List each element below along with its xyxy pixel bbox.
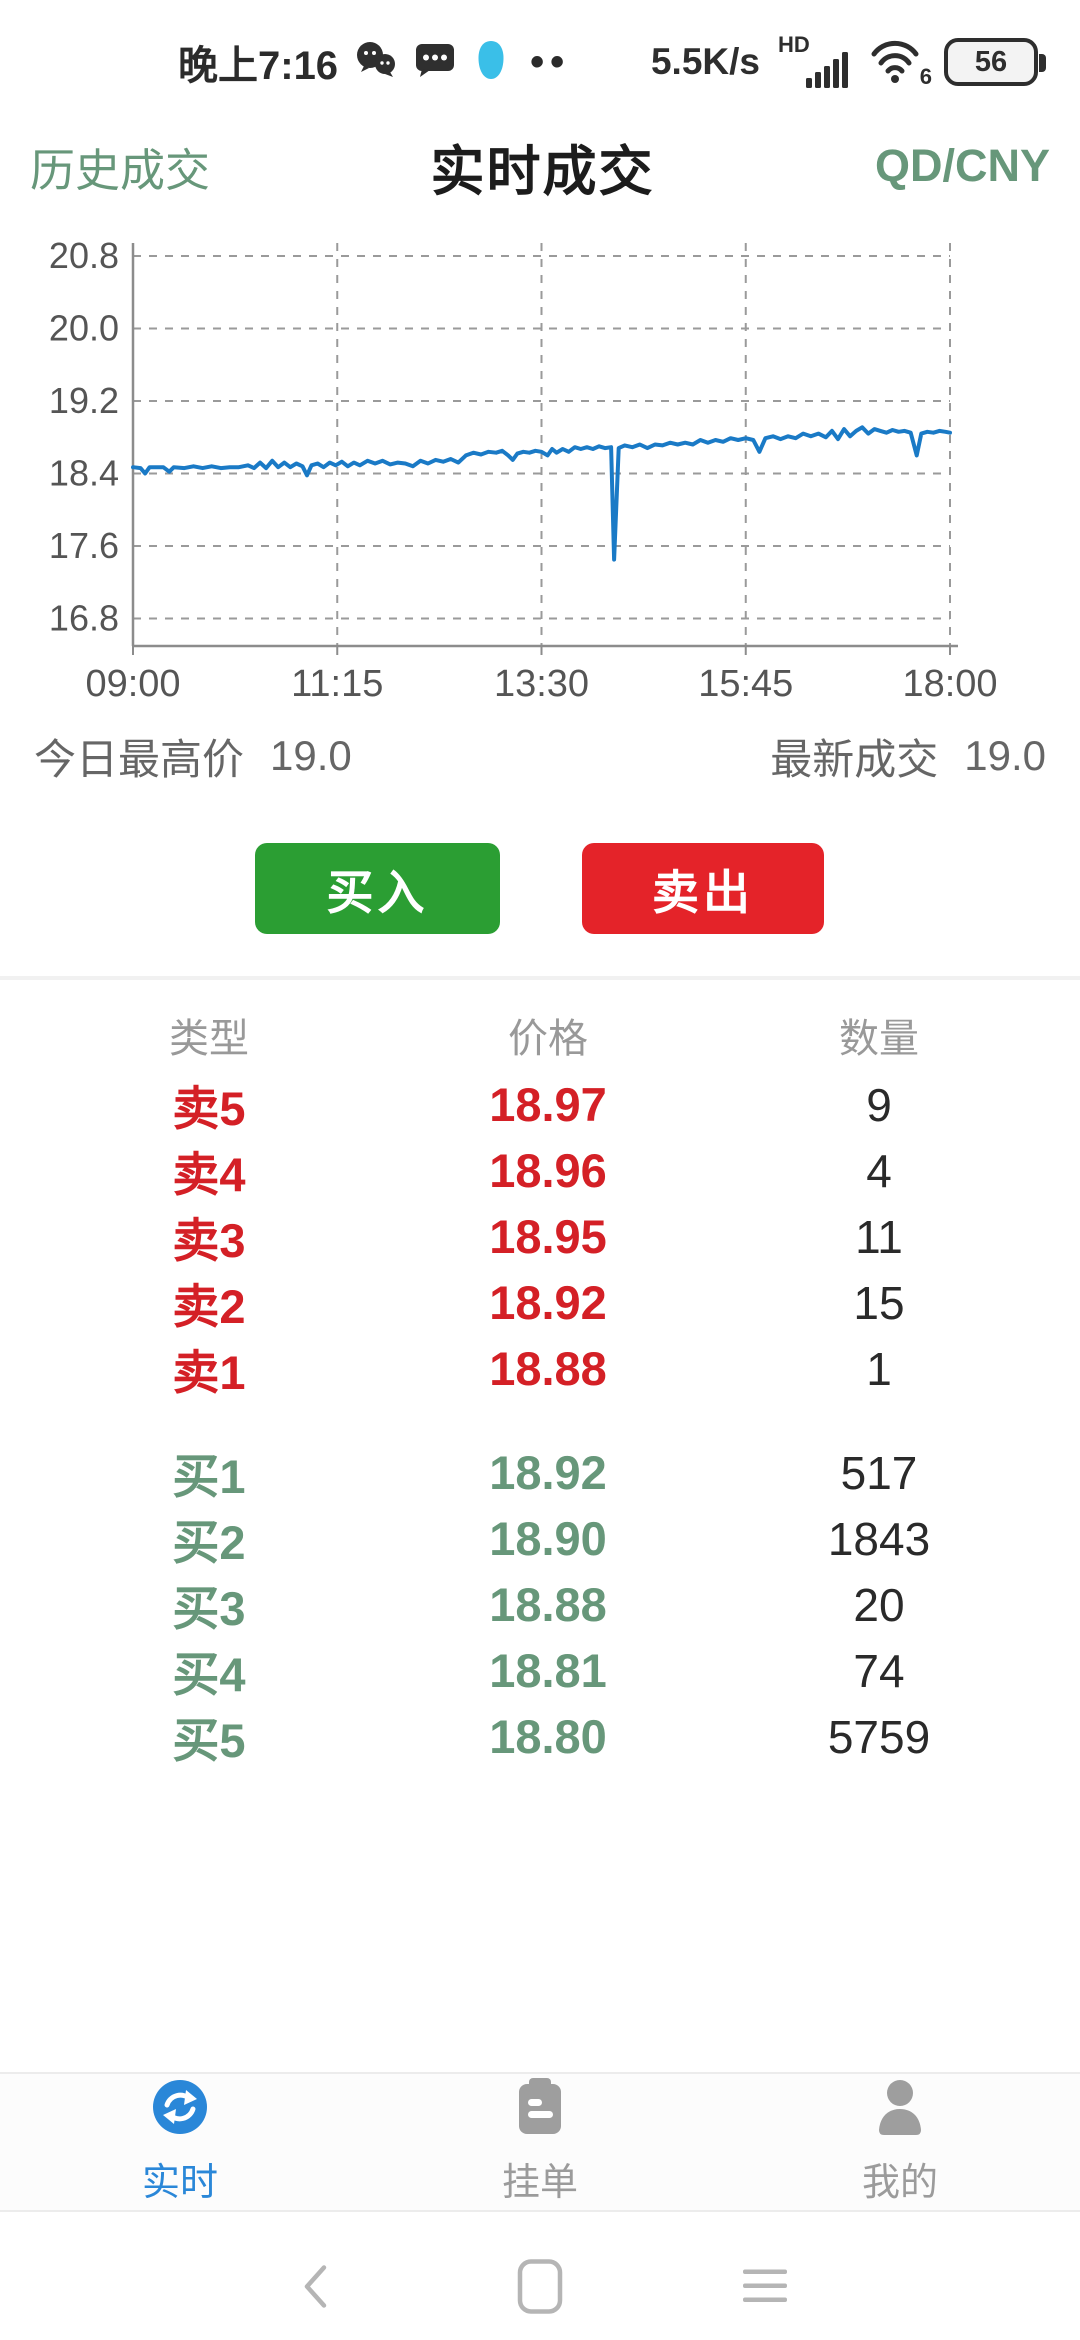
price-line [131, 425, 952, 562]
network-speed: 5.5K/s [650, 41, 760, 82]
more-notifications-dots: •• [530, 39, 571, 84]
bid-row-1[interactable]: 买1 18.92 517 [172, 1446, 918, 1503]
order-book: 类型 价格 数量 卖5 18.97 9 卖4 18.96 4 卖3 18.95 … [0, 1000, 1080, 1768]
today-high-label: 今日最高价 [34, 735, 245, 783]
back-icon[interactable] [300, 2263, 330, 2316]
battery-icon: 56 [944, 38, 1046, 86]
qq-icon [472, 39, 510, 86]
x-tick-label: 09:00 [85, 663, 180, 705]
bid-row-4[interactable]: 买4 18.81 74 [172, 1644, 905, 1701]
pair-selector[interactable]: QD/CNY [874, 140, 1050, 191]
tab-profile[interactable]: 我的 [720, 2074, 1080, 2210]
person-icon [872, 2078, 928, 2141]
ask-row-3[interactable]: 卖3 18.95 11 [172, 1210, 903, 1267]
wifi6-label: 6 [919, 64, 932, 89]
battery-percent: 56 [974, 45, 1008, 78]
latest-trade: 最新成交 19.0 [770, 726, 1046, 787]
col-price-header: 价格 [508, 1017, 588, 1061]
x-tick-label: 13:30 [494, 663, 589, 705]
recents-icon[interactable] [742, 2268, 788, 2311]
x-tick-label: 18:00 [902, 663, 997, 705]
ask-row-5[interactable]: 卖5 18.97 9 [172, 1078, 892, 1135]
today-high-value: 19.0 [270, 732, 352, 779]
y-tick-label: 19.2 [49, 380, 119, 421]
home-icon[interactable] [516, 2258, 564, 2321]
col-type-header: 类型 [169, 1017, 249, 1061]
refresh-icon [151, 2078, 209, 2141]
tab-realtime[interactable]: 实时 [0, 2074, 360, 2210]
bottom-tab-bar: 实时 挂单 我的 [0, 2072, 1080, 2212]
price-chart-canvas: 16.8 17.6 18.4 19.2 20.0 20.8 09:00 11:15 13:30 1… [49, 235, 998, 705]
section-divider [0, 976, 1080, 980]
tab-realtime-label: 实时 [141, 2162, 218, 2204]
y-tick-label: 18.4 [49, 453, 119, 494]
order-book-gap [0, 1400, 1080, 1438]
y-tick-label: 20.0 [49, 308, 119, 349]
android-nav-bar [0, 2238, 1080, 2340]
hd-voice-label: HD [778, 32, 810, 57]
tab-orders[interactable]: 挂单 [360, 2074, 720, 2210]
order-book-header: 类型 价格 数量 [0, 1000, 1080, 1070]
today-high: 今日最高价 19.0 [34, 726, 352, 787]
orders-clipboard-icon [512, 2078, 568, 2141]
x-tick-label: 11:15 [291, 663, 383, 705]
ask-row-1[interactable]: 卖1 18.88 1 [172, 1342, 892, 1399]
clock: 晚上7:16 [178, 44, 339, 88]
bid-row-5[interactable]: 买5 18.80 5759 [172, 1710, 931, 1767]
y-tick-label: 20.8 [49, 235, 119, 276]
ask-row-4[interactable]: 卖4 18.96 4 [172, 1144, 892, 1201]
sms-icon [414, 41, 456, 84]
history-trades-link[interactable]: 历史成交 [30, 144, 211, 196]
tab-profile-label: 我的 [861, 2162, 938, 2204]
wifi-icon: 6 [868, 38, 932, 89]
y-tick-label: 16.8 [49, 598, 119, 639]
sell-button[interactable]: 卖出 [582, 843, 824, 934]
status-bar: 晚上7:16 •• [0, 0, 1080, 110]
y-tick-label: 17.6 [49, 525, 119, 566]
app-header: 历史成交 实时成交 QD/CNY [0, 116, 1080, 216]
bid-row-3[interactable]: 买3 18.88 20 [172, 1578, 905, 1635]
cell-signal-icon: HD [778, 32, 850, 88]
col-qty-header: 数量 [839, 1017, 919, 1061]
latest-trade-label: 最新成交 [770, 735, 939, 783]
page-title: 实时成交 [430, 141, 655, 202]
summary-row: 今日最高价 19.0 最新成交 19.0 [0, 726, 1080, 786]
wechat-icon [354, 40, 398, 85]
ask-row-2[interactable]: 卖2 18.92 15 [172, 1276, 905, 1333]
buy-button[interactable]: 买入 [255, 843, 500, 934]
latest-trade-value: 19.0 [964, 732, 1046, 779]
price-chart: 16.8 17.6 18.4 19.2 20.0 20.8 09:00 11:15 13:30 1… [0, 228, 1080, 710]
bid-row-2[interactable]: 买2 18.90 1843 [172, 1512, 931, 1569]
x-tick-label: 15:45 [698, 663, 793, 705]
tab-orders-label: 挂单 [501, 2162, 578, 2204]
